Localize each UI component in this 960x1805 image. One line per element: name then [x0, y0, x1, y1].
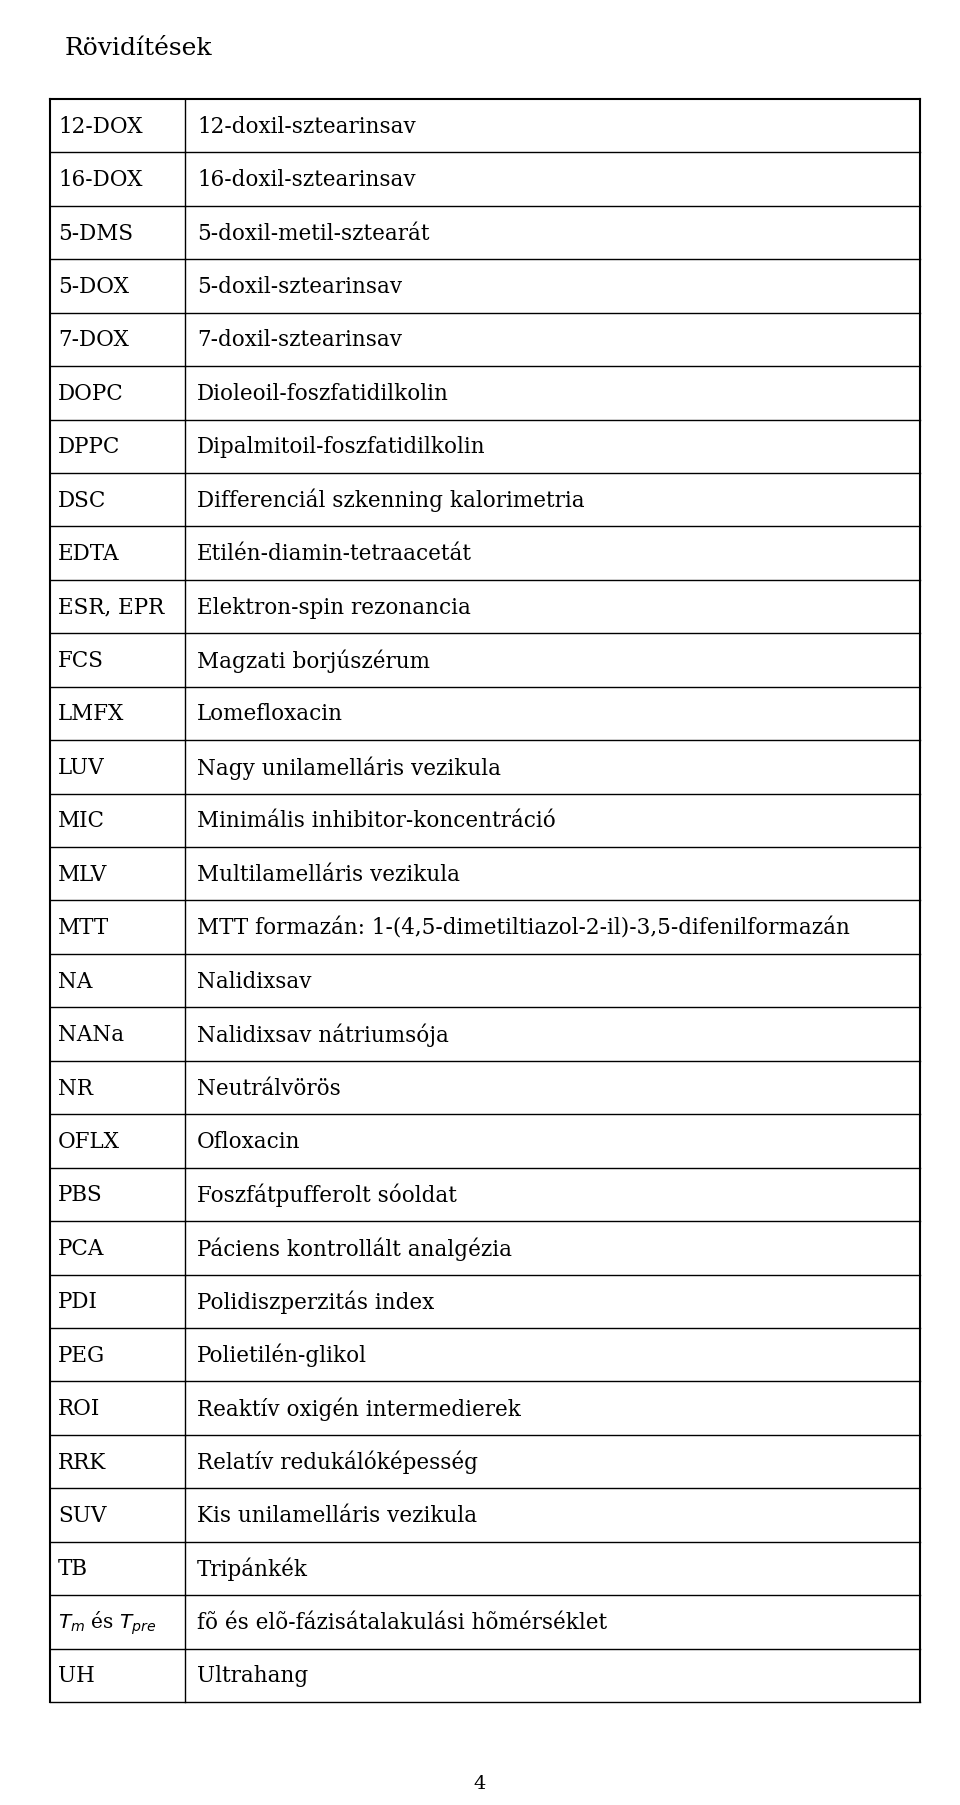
- Text: Elektron-spin rezonancia: Elektron-spin rezonancia: [197, 596, 470, 619]
- Text: TB: TB: [58, 1558, 88, 1579]
- Text: Differenciál szkenning kalorimetria: Differenciál szkenning kalorimetria: [197, 489, 585, 513]
- Text: DSC: DSC: [58, 489, 107, 511]
- Text: UH: UH: [58, 1664, 95, 1686]
- Text: MTT: MTT: [58, 917, 109, 939]
- Text: 7-doxil-sztearinsav: 7-doxil-sztearinsav: [197, 329, 402, 352]
- Text: PEG: PEG: [58, 1345, 106, 1366]
- Text: ROI: ROI: [58, 1397, 100, 1419]
- Text: MLV: MLV: [58, 863, 108, 884]
- Text: Polietilén-glikol: Polietilén-glikol: [197, 1343, 367, 1366]
- Text: Reaktív oxigén intermedierek: Reaktív oxigén intermedierek: [197, 1397, 521, 1421]
- Text: LMFX: LMFX: [58, 704, 125, 726]
- Text: SUV: SUV: [58, 1504, 107, 1527]
- Text: Kis unilamelláris vezikula: Kis unilamelláris vezikula: [197, 1504, 477, 1527]
- Text: Nalidixsav: Nalidixsav: [197, 969, 311, 993]
- Text: MTT formazán: 1-(4,5-dimetiltiazol-2-il)-3,5-difenilformazán: MTT formazán: 1-(4,5-dimetiltiazol-2-il)…: [197, 917, 850, 939]
- Text: 4: 4: [474, 1774, 486, 1792]
- Text: Dioleoil-foszfatidilkolin: Dioleoil-foszfatidilkolin: [197, 383, 449, 404]
- Text: Magzati borjúszérum: Magzati borjúszérum: [197, 650, 430, 673]
- Text: Páciens kontrollált analgézia: Páciens kontrollált analgézia: [197, 1236, 512, 1260]
- Text: 12-doxil-sztearinsav: 12-doxil-sztearinsav: [197, 116, 416, 137]
- Text: Ultrahang: Ultrahang: [197, 1664, 308, 1686]
- Text: NANa: NANa: [58, 1023, 124, 1045]
- Text: Tripánkék: Tripánkék: [197, 1556, 308, 1581]
- Text: 5-doxil-sztearinsav: 5-doxil-sztearinsav: [197, 276, 402, 298]
- Text: Nagy unilamelláris vezikula: Nagy unilamelláris vezikula: [197, 756, 501, 780]
- Text: LUV: LUV: [58, 756, 105, 778]
- Text: Lomefloxacin: Lomefloxacin: [197, 704, 343, 726]
- Text: PCA: PCA: [58, 1236, 105, 1260]
- Text: FCS: FCS: [58, 650, 104, 671]
- Text: Ofloxacin: Ofloxacin: [197, 1130, 300, 1152]
- Text: 16-doxil-sztearinsav: 16-doxil-sztearinsav: [197, 170, 416, 191]
- Text: fõ és elõ-fázisátalakulási hõmérséklet: fõ és elõ-fázisátalakulási hõmérséklet: [197, 1610, 607, 1634]
- Text: 7-DOX: 7-DOX: [58, 329, 129, 352]
- Text: 12-DOX: 12-DOX: [58, 116, 143, 137]
- Text: 5-DMS: 5-DMS: [58, 222, 133, 244]
- Text: Nalidixsav nátriumsója: Nalidixsav nátriumsója: [197, 1023, 449, 1047]
- Text: Dipalmitoil-foszfatidilkolin: Dipalmitoil-foszfatidilkolin: [197, 437, 486, 458]
- Text: ESR, EPR: ESR, EPR: [58, 596, 164, 619]
- Text: 16-DOX: 16-DOX: [58, 170, 142, 191]
- Text: RRK: RRK: [58, 1451, 107, 1473]
- Text: NA: NA: [58, 969, 92, 993]
- Text: Neutrálvörös: Neutrálvörös: [197, 1078, 341, 1099]
- Text: Minimális inhibitor-koncentráció: Minimális inhibitor-koncentráció: [197, 810, 556, 832]
- Text: DOPC: DOPC: [58, 383, 124, 404]
- Text: NR: NR: [58, 1078, 93, 1099]
- Text: Etilén-diamin-tetraacetát: Etilén-diamin-tetraacetát: [197, 543, 472, 565]
- Text: DPPC: DPPC: [58, 437, 120, 458]
- Text: 5-doxil-metil-sztearát: 5-doxil-metil-sztearát: [197, 222, 429, 244]
- Text: Foszfátpufferolt sóoldat: Foszfátpufferolt sóoldat: [197, 1182, 457, 1206]
- Text: Polidiszperzitás index: Polidiszperzitás index: [197, 1291, 434, 1314]
- Text: MIC: MIC: [58, 810, 105, 832]
- Text: Multilamelláris vezikula: Multilamelláris vezikula: [197, 863, 460, 884]
- Text: PDI: PDI: [58, 1291, 98, 1312]
- Text: 5-DOX: 5-DOX: [58, 276, 129, 298]
- Text: Relatív redukálóképesség: Relatív redukálóképesség: [197, 1449, 478, 1473]
- Text: EDTA: EDTA: [58, 543, 119, 565]
- Text: PBS: PBS: [58, 1184, 103, 1206]
- Text: OFLX: OFLX: [58, 1130, 120, 1152]
- Text: $T_m$ és $T_{pre}$: $T_m$ és $T_{pre}$: [58, 1608, 156, 1635]
- Text: Rövidítések: Rövidítések: [65, 36, 212, 60]
